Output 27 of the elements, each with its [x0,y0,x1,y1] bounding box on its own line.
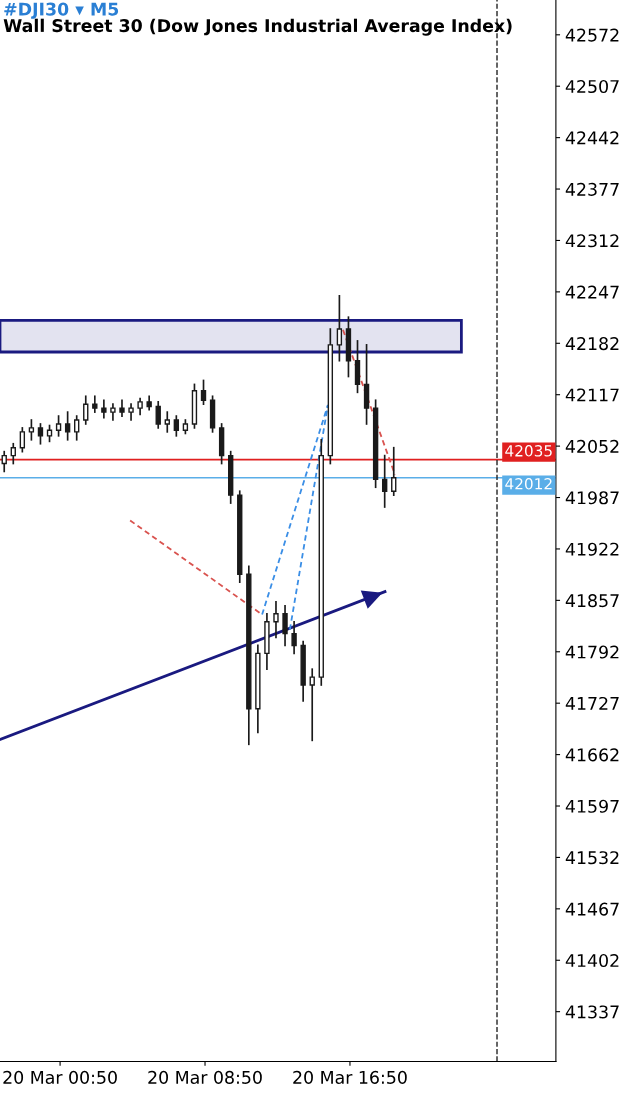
y-tick-label: 42312 [565,234,619,248]
y-tick-label: 41597 [565,799,619,813]
y-tick-label: 41532 [565,851,619,865]
x-tick-label: 20 Mar 16:50 [293,1070,407,1084]
y-tick-label: 42572 [565,28,619,42]
y-tick-label: 41922 [565,542,619,556]
x-tick-label: 20 Mar 08:50 [148,1070,262,1084]
y-tick-label: 42377 [565,182,619,196]
ref-line-label: 42035 [505,445,552,457]
ref-line-label: 42012 [505,478,552,490]
text: Wall Street 30 (Dow Jones Industrial Average Index) [3,18,512,36]
y-tick-label: 41727 [565,696,619,710]
y-tick-label: 42507 [565,79,619,94]
y-tick-label: 42247 [565,285,619,299]
y-tick-label: 42442 [565,131,619,145]
y-tick-label: 41662 [565,748,619,762]
y-tick-label: 41337 [565,1005,619,1019]
y-tick-label: 41987 [565,491,619,505]
y-tick-label: 41792 [565,645,619,659]
y-tick-label: 42052 [565,439,619,453]
x-tick-label: 20 Mar 00:50 [3,1070,117,1084]
y-tick-label: 41402 [565,953,619,968]
y-tick-label: 41467 [565,902,619,916]
chart-title: #DJI30 ▾ M5 [4,2,119,19]
y-tick-label: 41857 [565,594,619,608]
y-tick-label: 42117 [565,388,619,402]
y-tick-label: 42182 [565,337,619,351]
